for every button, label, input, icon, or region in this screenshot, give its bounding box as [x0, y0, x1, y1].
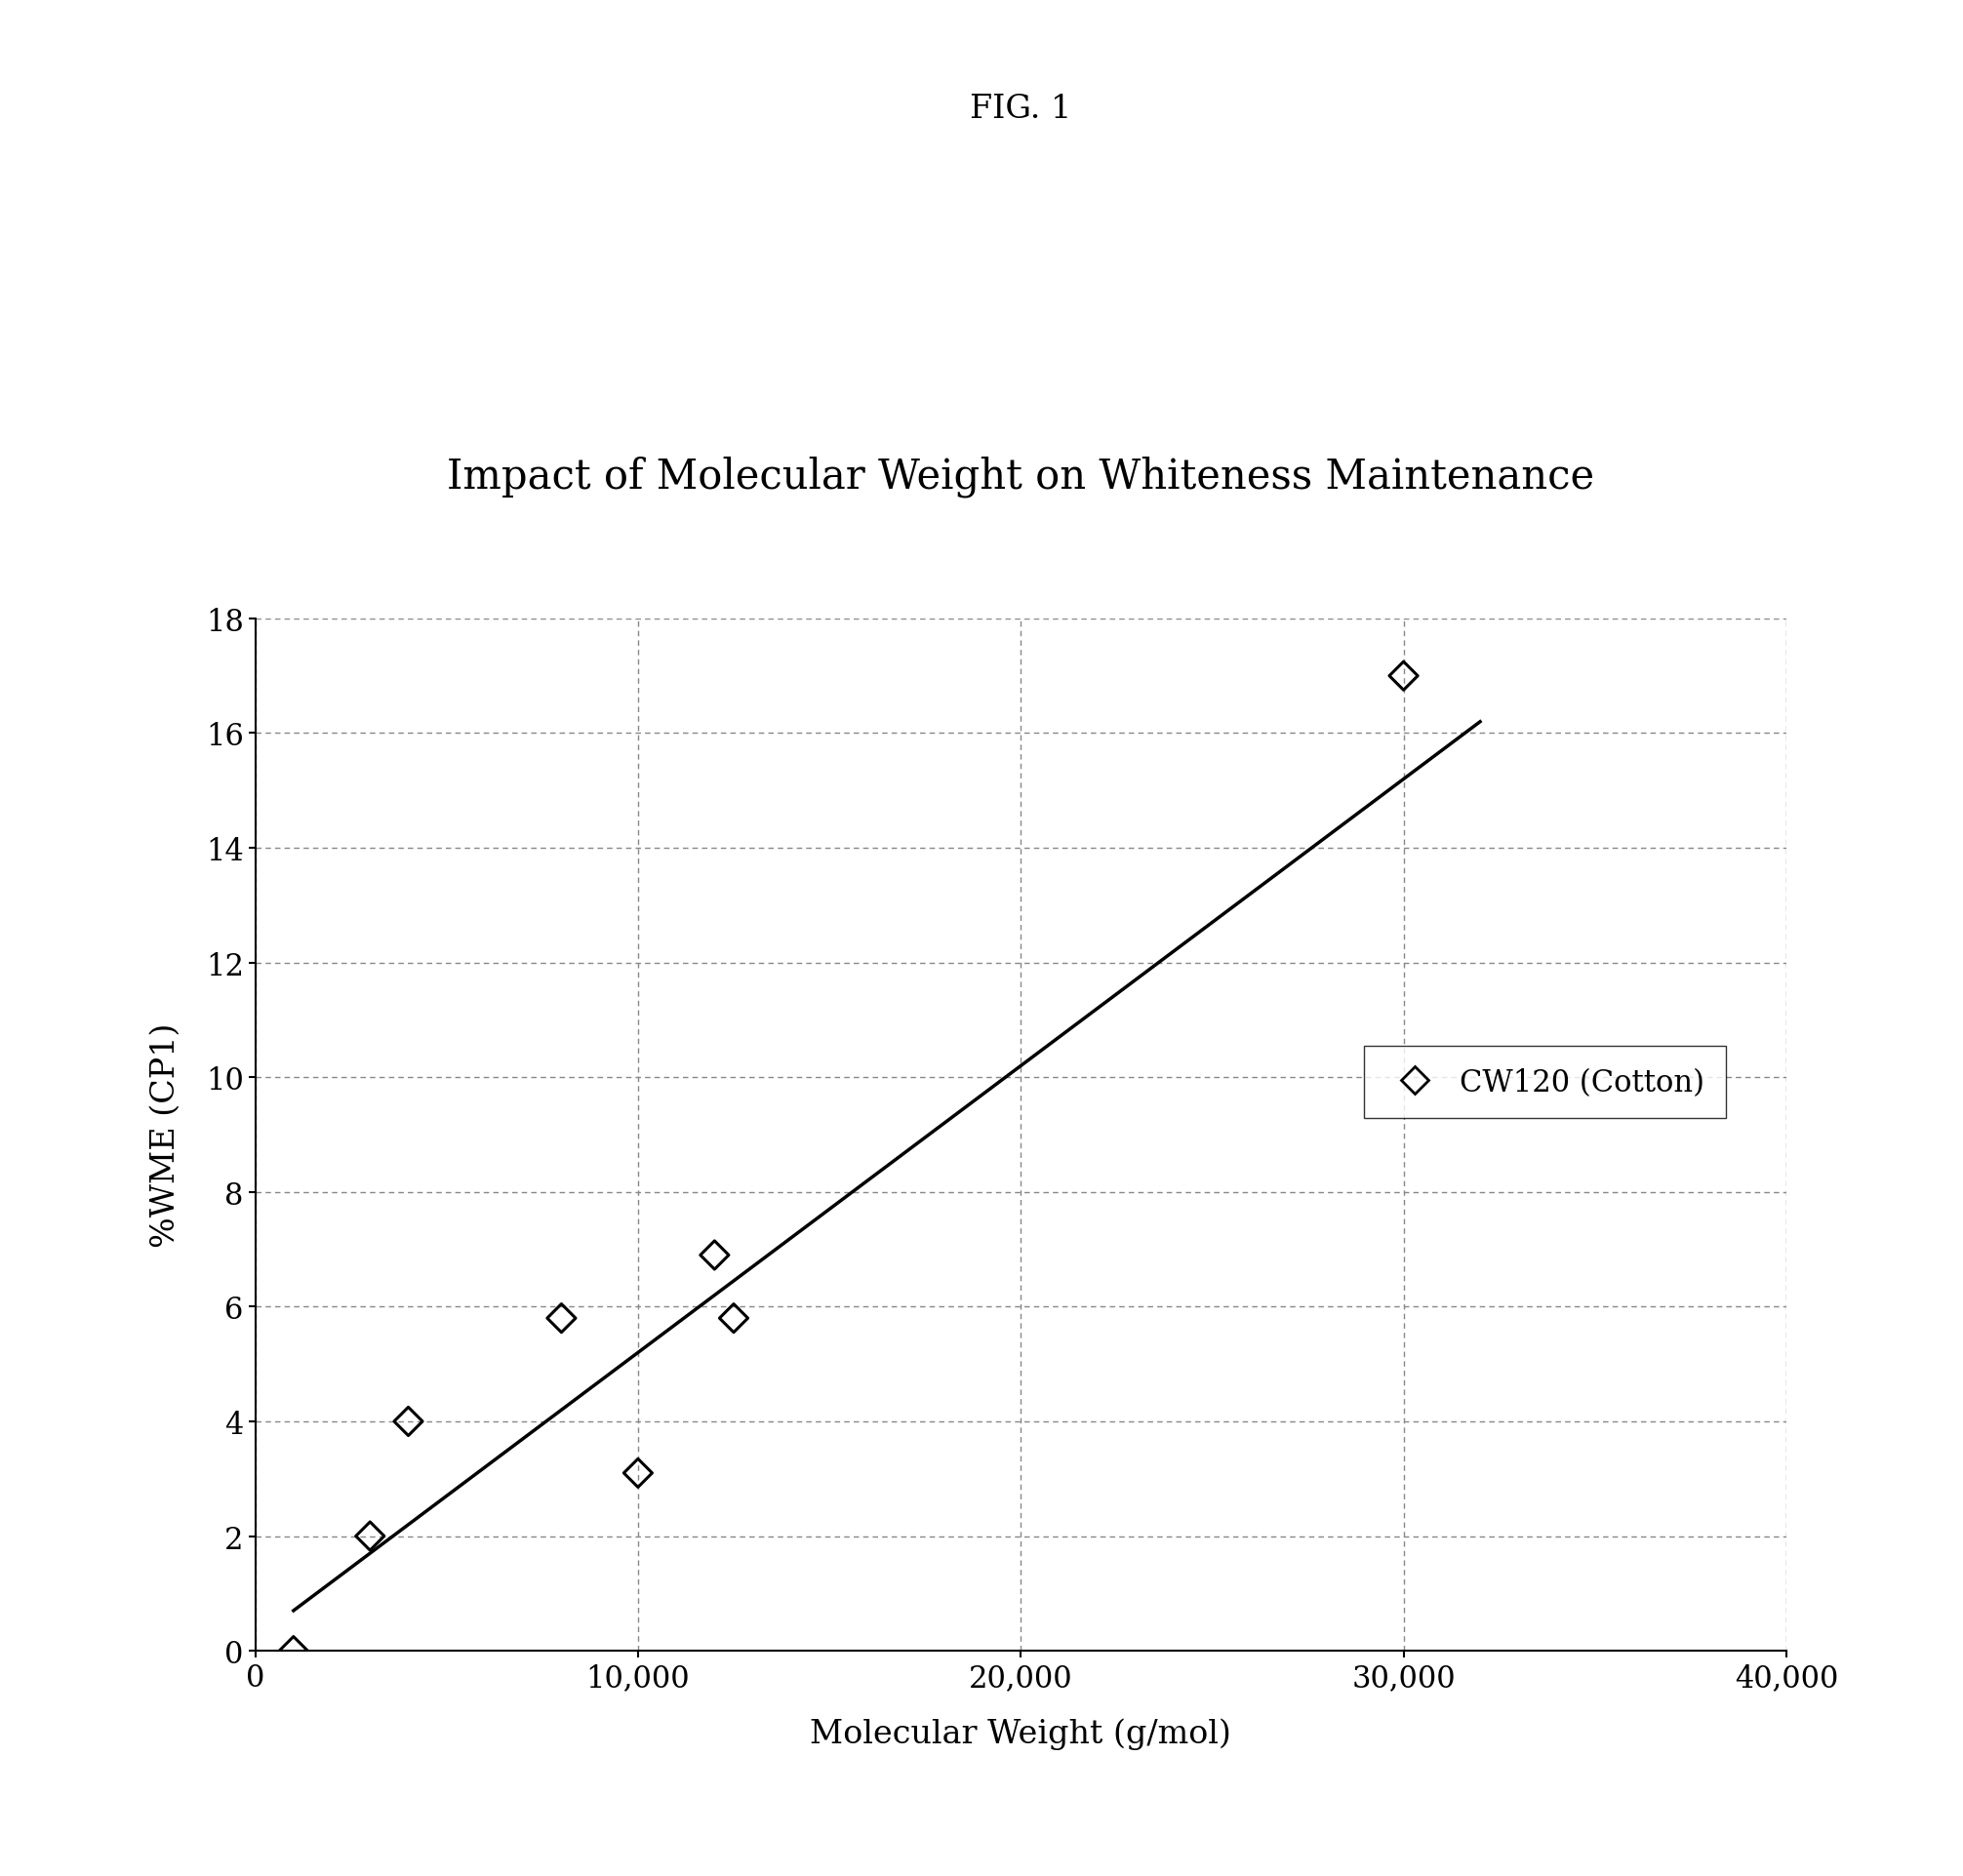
Point [277, 1636, 308, 1666]
Text: Impact of Molecular Weight on Whiteness Maintenance: Impact of Molecular Weight on Whiteness … [448, 456, 1594, 497]
X-axis label: Molecular Weight (g/mol): Molecular Weight (g/mol) [811, 1717, 1231, 1748]
Point [393, 1407, 424, 1437]
Legend: CW120 (Cotton): CW120 (Cotton) [1364, 1047, 1725, 1118]
Y-axis label: %WME (CP1): %WME (CP1) [149, 1022, 181, 1248]
Point [353, 1521, 385, 1551]
Point [718, 1304, 750, 1334]
Point [546, 1304, 577, 1334]
Point [622, 1458, 654, 1488]
Text: FIG. 1: FIG. 1 [970, 94, 1072, 126]
Point [1388, 662, 1419, 692]
Point [699, 1240, 730, 1270]
